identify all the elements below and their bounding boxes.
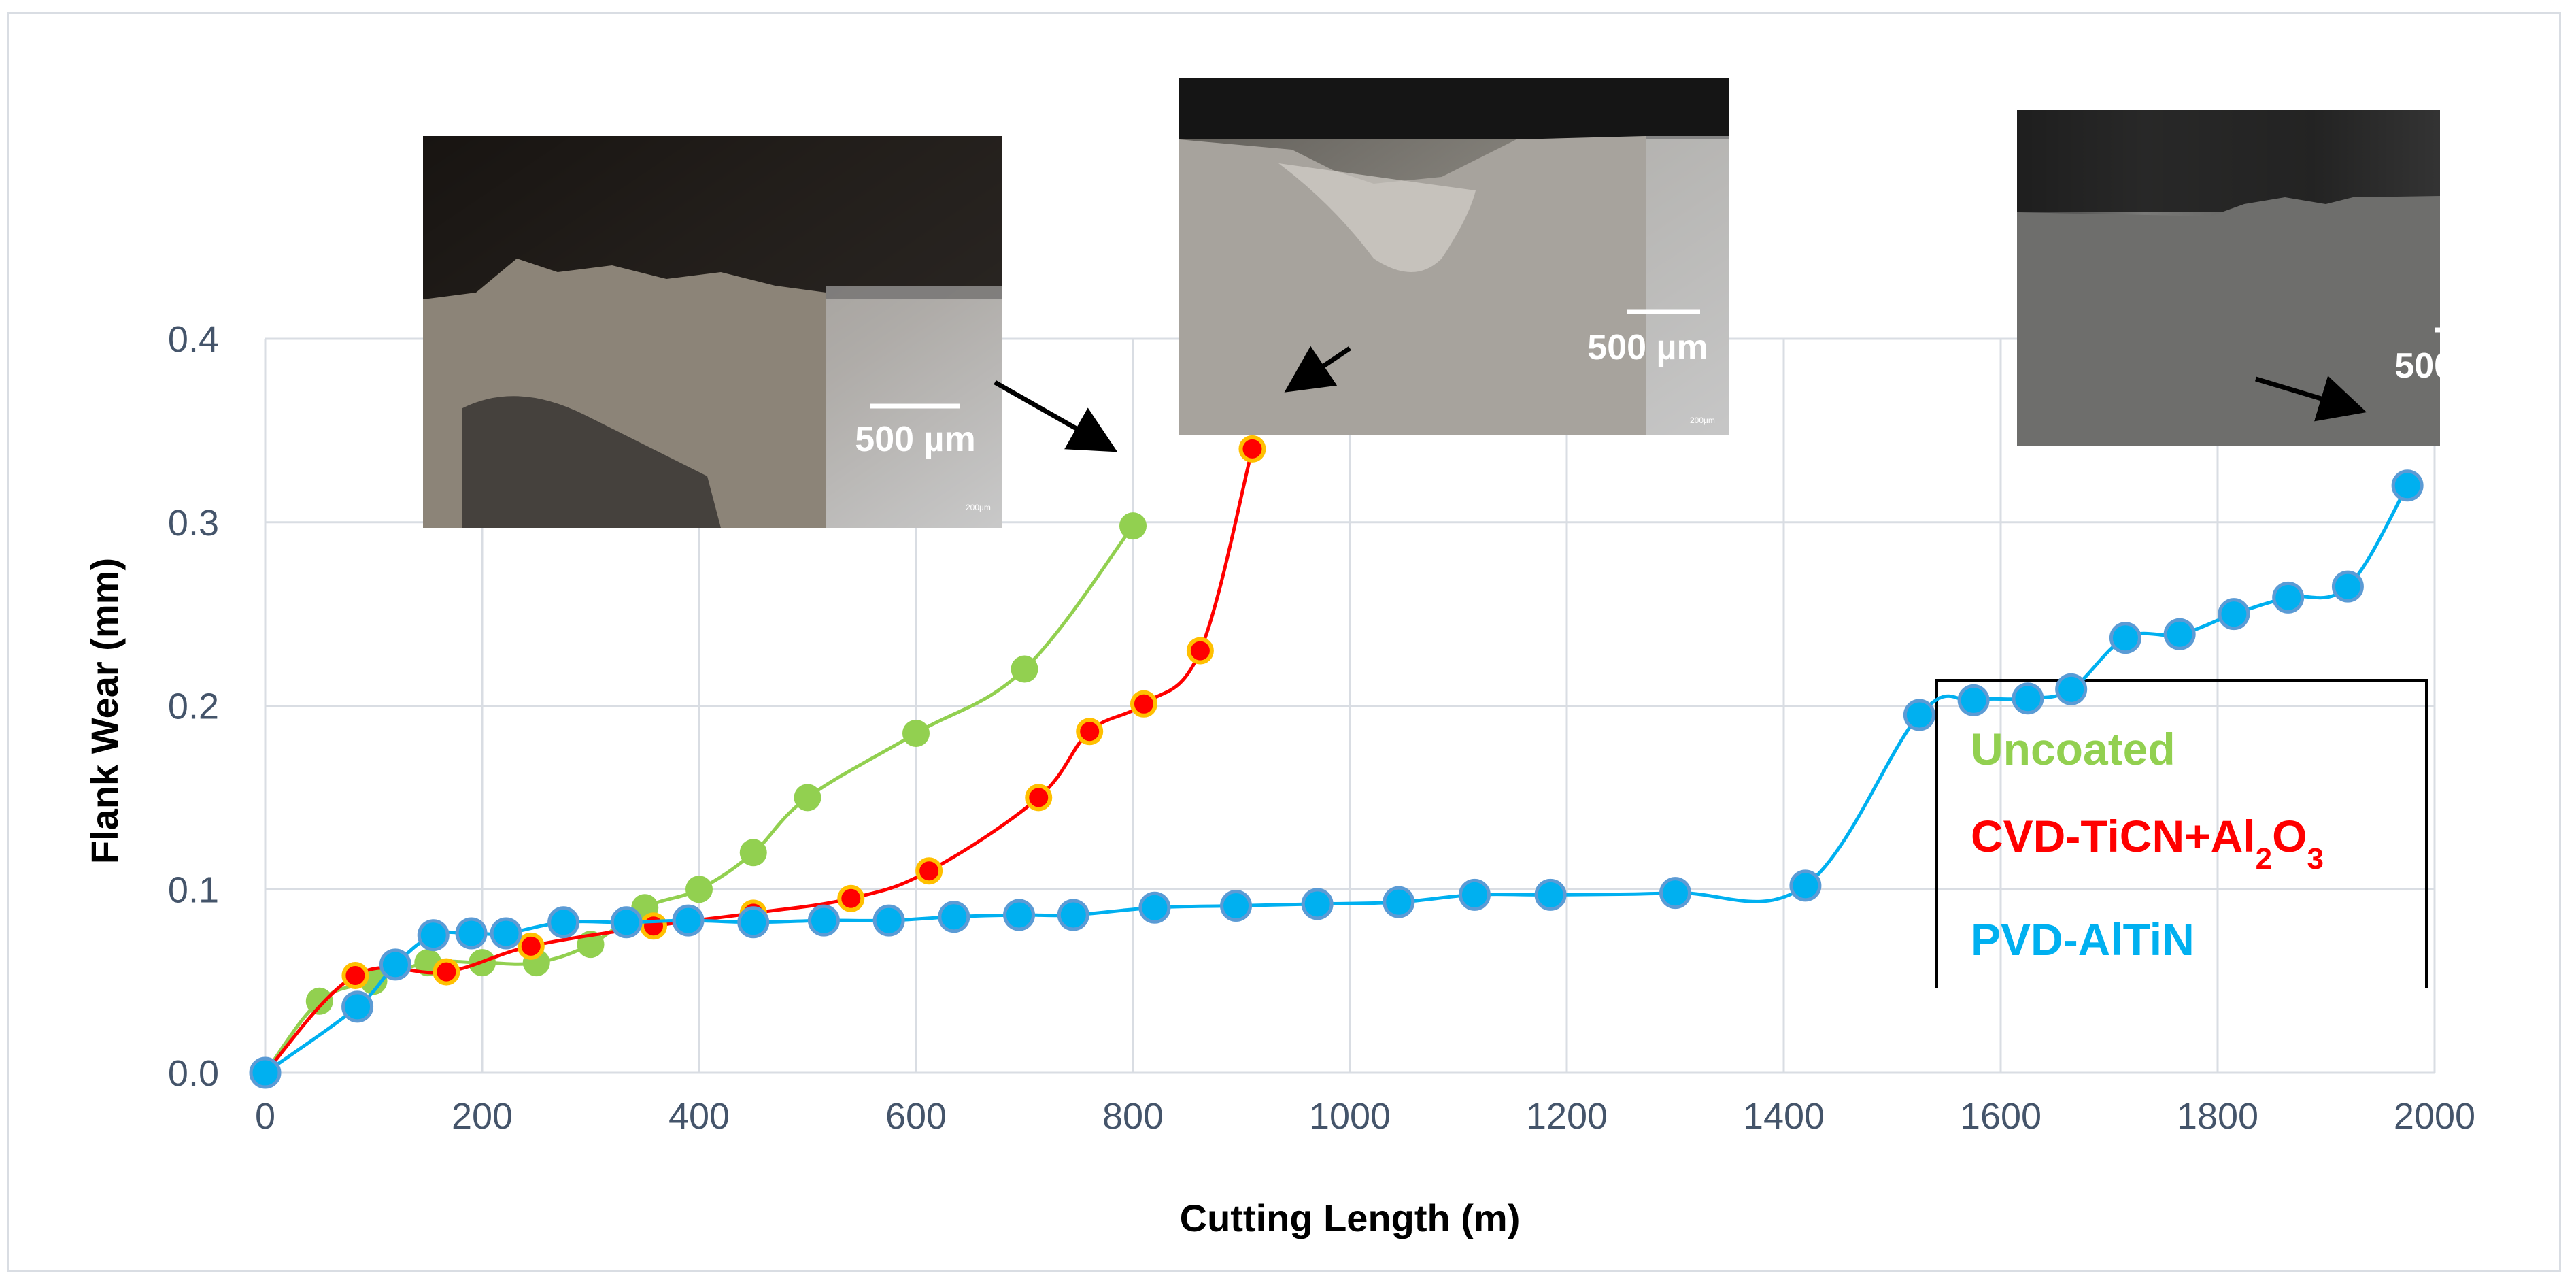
micrograph-pvd: 500 µm 200µm	[2017, 110, 2516, 446]
data-point	[305, 987, 333, 1015]
data-point	[1011, 655, 1038, 683]
data-point	[490, 917, 522, 950]
arrow-pvd	[2254, 376, 2367, 422]
data-point	[2109, 622, 2141, 654]
data-point	[1186, 637, 1214, 665]
x-tick-label: 800	[1102, 1096, 1164, 1137]
arrow-uncoated	[994, 380, 1118, 452]
legend-uncoated: Uncoated	[1971, 724, 2175, 774]
data-point	[1383, 886, 1415, 918]
y-tick-label: 0.0	[168, 1053, 219, 1094]
x-tick-label: 600	[885, 1096, 947, 1137]
data-point	[1301, 888, 1334, 920]
chart-frame	[7, 12, 2561, 1272]
legend-box	[1935, 679, 2428, 988]
x-tick-label: 200	[452, 1096, 513, 1137]
x-tick-label: 1400	[1743, 1096, 1825, 1137]
data-point	[915, 857, 943, 885]
data-point	[1220, 890, 1253, 922]
data-point	[737, 906, 770, 939]
data-point	[1534, 878, 1567, 911]
data-point	[2331, 570, 2364, 603]
data-point	[249, 1056, 282, 1089]
micrograph-cvd: 500 µm 200µm	[1179, 78, 1729, 435]
data-point	[672, 904, 705, 937]
data-point	[455, 917, 488, 950]
series-line	[264, 448, 1254, 1074]
y-tick-label: 0.1	[168, 869, 219, 910]
data-point	[902, 719, 930, 747]
micrograph-uncoated-micro: 200µm	[966, 503, 991, 512]
x-tick-label: 400	[668, 1096, 730, 1137]
data-point	[547, 906, 580, 939]
data-point	[341, 962, 369, 990]
data-point	[739, 839, 767, 867]
data-point	[640, 912, 668, 940]
arrow-cvd	[1284, 346, 1351, 393]
y-tick-label: 0.3	[168, 503, 219, 544]
data-point	[610, 906, 643, 939]
legend: Uncoated CVD-TiCN+Al2O3 PVD-AlTiN	[1935, 679, 2428, 988]
micrograph-uncoated: 500 µm 200µm	[423, 136, 1002, 528]
data-point	[433, 958, 460, 986]
y-axis-title: Flank Wear (mm)	[83, 558, 126, 864]
series-line	[264, 484, 2409, 1075]
legend-cvd: CVD-TiCN+Al2O3	[1971, 811, 2324, 876]
data-point	[1238, 435, 1266, 463]
legend-cvd-sub-al: 2	[2256, 842, 2272, 876]
data-point	[1003, 899, 1036, 931]
data-point	[2218, 598, 2250, 631]
data-point	[938, 901, 970, 933]
legend-cvd-sub-o: 3	[2307, 842, 2323, 876]
data-point	[1659, 877, 1691, 910]
data-point	[1789, 869, 1822, 902]
micrograph-uncoated-scale: 500 µm	[855, 420, 975, 459]
data-point	[1957, 684, 1990, 716]
data-point	[2391, 469, 2424, 502]
tick-labels: 0 200 400 600 800 1000 1200 1400 1600 1800 2000 0.0…	[168, 319, 2475, 1137]
micrograph-cvd-micro: 200µm	[1690, 416, 1715, 425]
legend-pvd: PVD-AlTiN	[1971, 914, 2194, 965]
data-point	[1458, 878, 1491, 911]
series-uncoated	[252, 512, 1147, 1086]
data-point	[1138, 891, 1171, 924]
data-point	[379, 948, 411, 981]
data-point	[417, 919, 450, 952]
data-point	[1130, 690, 1157, 718]
x-tick-label: 1000	[1309, 1096, 1391, 1137]
data-point	[2272, 581, 2305, 614]
data-point	[517, 932, 545, 960]
data-point	[837, 884, 865, 912]
data-point	[341, 990, 374, 1023]
series-layer	[249, 435, 2424, 1089]
data-point	[1025, 784, 1053, 812]
x-tick-label: 1800	[2177, 1096, 2258, 1137]
y-tick-label: 0.4	[168, 319, 219, 360]
data-point	[2055, 673, 2088, 705]
data-point	[1903, 699, 1935, 731]
x-tick-label: 2000	[2394, 1096, 2475, 1137]
series-cvd	[252, 435, 1266, 1086]
data-point	[872, 904, 905, 937]
data-point	[1076, 718, 1104, 746]
x-axis-title: Cutting Length (m)	[1180, 1197, 1521, 1239]
data-point	[794, 784, 821, 812]
series-pvd	[249, 469, 2424, 1089]
legend-cvd-main: CVD-TiCN+Al	[1971, 811, 2256, 861]
x-tick-label: 1600	[1960, 1096, 2041, 1137]
legend-cvd-o: O	[2272, 811, 2307, 861]
y-tick-label: 0.2	[168, 686, 219, 727]
data-point	[685, 876, 713, 903]
micrograph-pvd-micro: 200µm	[2482, 428, 2507, 437]
data-point	[807, 904, 840, 937]
x-tick-label: 1200	[1526, 1096, 1608, 1137]
data-point	[1057, 899, 1089, 931]
data-point	[2163, 618, 2196, 650]
micrograph-cvd-scale: 500 µm	[1587, 328, 1708, 367]
x-tick-label: 0	[255, 1096, 275, 1137]
data-point	[1119, 512, 1147, 540]
data-point	[2012, 682, 2044, 715]
micrograph-pvd-scale: 500 µm	[2394, 346, 2515, 386]
